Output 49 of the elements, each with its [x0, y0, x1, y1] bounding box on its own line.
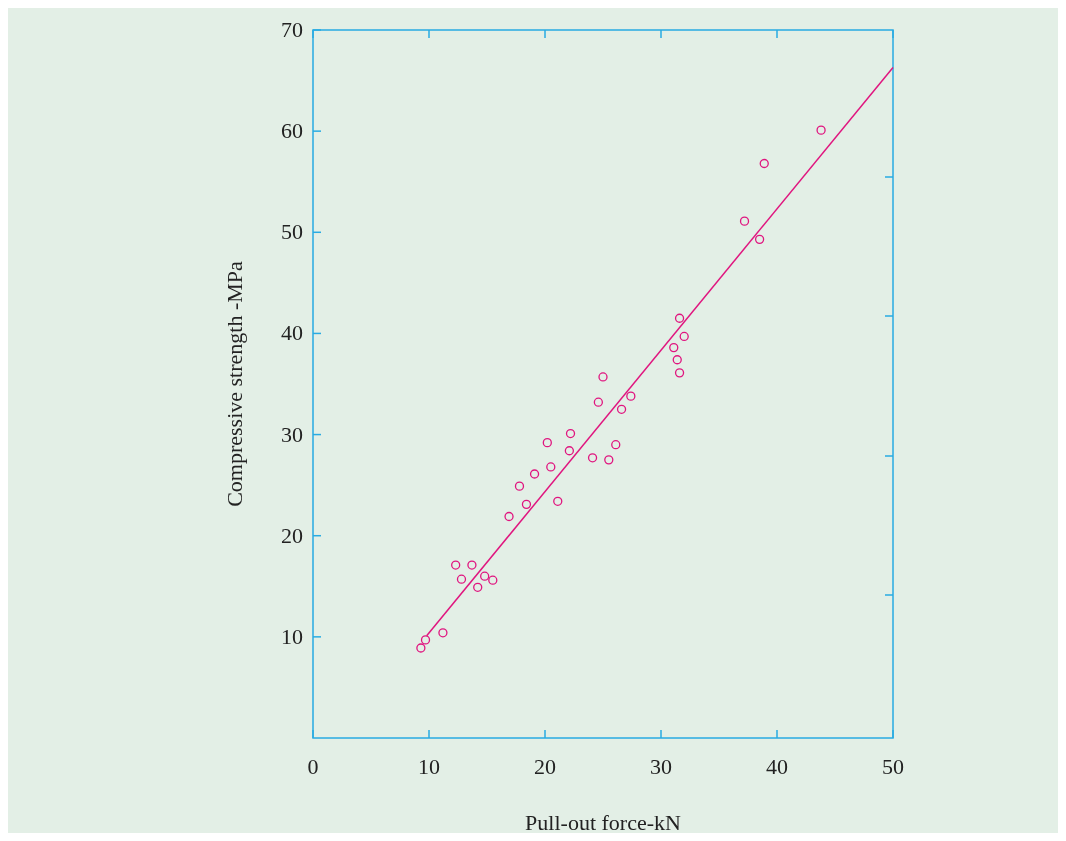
point [816, 125, 826, 135]
y-tick-label: 60 [281, 118, 303, 144]
point [565, 428, 576, 439]
x-tick-label: 30 [650, 754, 672, 779]
point [593, 397, 604, 407]
point [616, 404, 627, 414]
x-axis-title: Pull-out force-kN [525, 810, 682, 835]
point [488, 575, 498, 585]
point [467, 560, 477, 570]
y-tick-label: 20 [281, 522, 303, 548]
point [564, 446, 575, 456]
point [504, 511, 514, 522]
point [611, 440, 621, 450]
point [514, 481, 525, 491]
x-tick-label: 50 [882, 754, 904, 779]
y-axis-title: Compressive strength -MPa [222, 260, 247, 507]
point [456, 574, 467, 584]
point [546, 462, 556, 472]
point [669, 342, 679, 353]
point [420, 635, 431, 645]
point [739, 216, 750, 226]
point [542, 438, 552, 448]
point [674, 368, 685, 378]
y-tick-label: 40 [281, 320, 303, 346]
point [626, 391, 636, 401]
x-tick-label: 0 [307, 754, 319, 779]
point [480, 571, 490, 581]
x-tick-label: 40 [766, 754, 788, 779]
y-tick-label: 50 [281, 219, 303, 245]
x-tick-label: 20 [534, 754, 556, 779]
point [759, 158, 769, 169]
point [553, 496, 563, 506]
point [754, 234, 765, 245]
point [521, 499, 532, 510]
point [473, 582, 483, 592]
point [438, 628, 448, 638]
point [604, 455, 614, 465]
point [587, 453, 598, 463]
point [679, 331, 689, 342]
point [529, 469, 540, 479]
y-tick-label: 10 [281, 623, 303, 649]
point [674, 313, 685, 323]
point [672, 355, 682, 365]
y-tick-label: 30 [281, 421, 303, 447]
x-tick-label: 10 [418, 754, 440, 779]
point [598, 372, 608, 382]
point [451, 560, 461, 570]
point [416, 643, 426, 653]
y-tick-label: 70 [281, 17, 303, 42]
